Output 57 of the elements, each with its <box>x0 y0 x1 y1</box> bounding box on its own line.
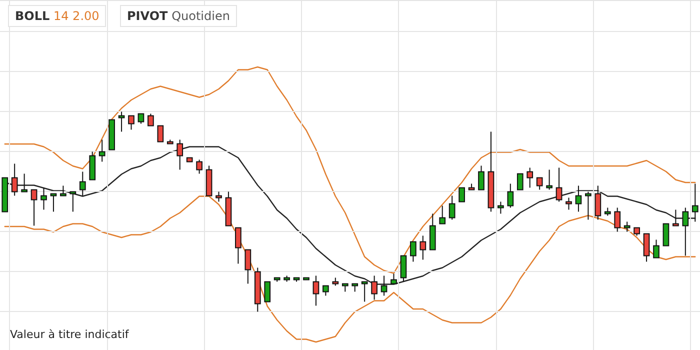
text: PIVOT Quotidien <box>127 9 230 23</box>
candlestick <box>662 223 670 246</box>
candlestick <box>322 285 329 296</box>
candlestick <box>429 213 436 250</box>
candlestick <box>692 183 698 222</box>
candlestick <box>439 205 446 224</box>
candlestick <box>98 139 106 162</box>
candlestick <box>420 235 426 260</box>
candlestick <box>128 115 134 130</box>
candlestick <box>672 209 679 226</box>
text: BOLL 14 2.00 <box>15 9 100 23</box>
annotation: Valeur à titre indicatif <box>10 328 129 341</box>
candlestick <box>30 189 38 226</box>
candlestick <box>70 191 76 212</box>
candlestick <box>566 197 572 210</box>
candlestick <box>458 187 465 202</box>
candlestick <box>176 139 184 170</box>
candlestick <box>118 111 125 132</box>
candlestick <box>390 273 397 284</box>
candlestick <box>148 113 154 126</box>
candlestick <box>478 165 484 190</box>
candlestick <box>643 233 650 262</box>
candlestick <box>556 167 562 202</box>
candlestick <box>312 275 320 306</box>
candlestick <box>11 163 18 196</box>
candlestick <box>614 207 621 232</box>
candlestick <box>79 171 86 196</box>
candlestick <box>682 207 689 256</box>
candlestick <box>594 185 602 220</box>
candlestick <box>138 113 144 124</box>
candlestick <box>653 239 660 258</box>
candlestick <box>400 255 407 282</box>
candlestick <box>585 191 592 220</box>
candlestick <box>196 159 202 174</box>
candlestick <box>157 125 164 142</box>
candlestick <box>410 241 416 262</box>
candlestick <box>60 185 66 196</box>
candlestick <box>448 195 456 220</box>
candlestick <box>526 167 534 188</box>
candlestick <box>264 281 271 302</box>
candlestick <box>536 177 543 190</box>
candlestick <box>50 193 57 212</box>
candlestick <box>498 201 504 214</box>
candlestick <box>371 275 378 300</box>
candlestick <box>216 191 222 202</box>
candlestick <box>235 227 242 264</box>
candlestick <box>546 169 552 190</box>
candlestick <box>380 275 388 296</box>
candlestick <box>40 187 47 210</box>
candlestick <box>507 183 514 208</box>
candlestick <box>361 281 368 302</box>
candlestick <box>624 221 630 232</box>
candlestick <box>21 173 28 192</box>
candlestick <box>516 173 524 190</box>
candlestick <box>575 185 582 212</box>
candlestick <box>89 151 96 180</box>
candlestick <box>244 249 252 284</box>
